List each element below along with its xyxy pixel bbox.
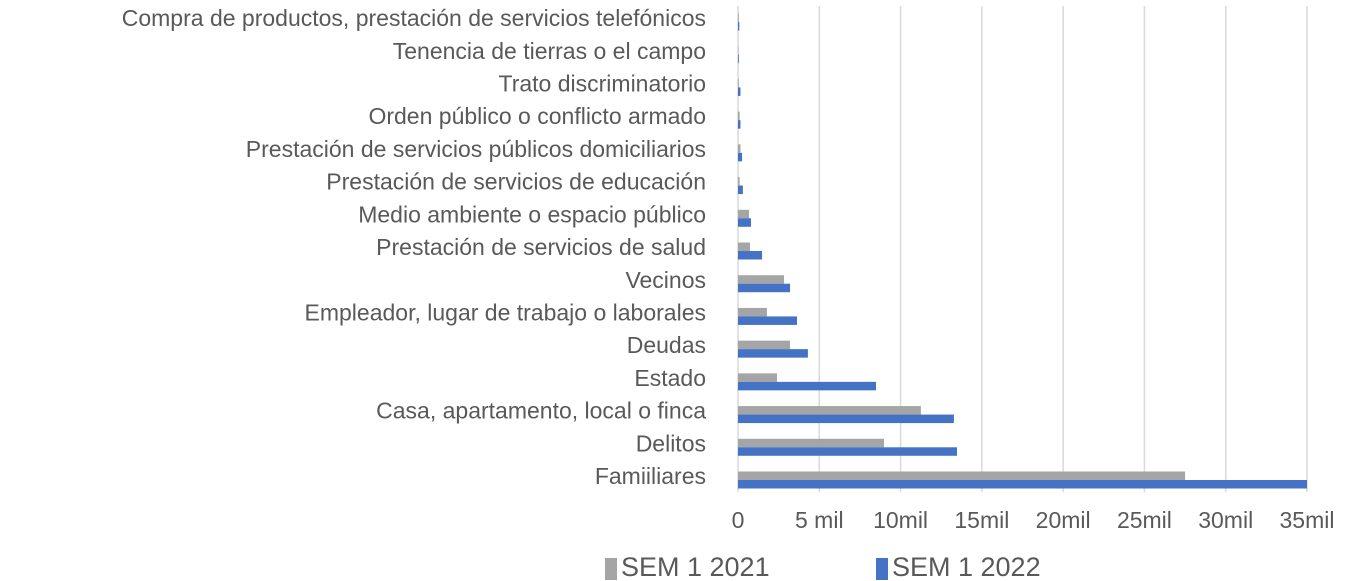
x-tick-label: 10mil xyxy=(873,507,928,533)
category-label: Trato discriminatorio xyxy=(499,71,706,97)
bar xyxy=(738,471,1186,480)
category-label: Vecinos xyxy=(625,267,706,293)
x-tick-label: 35mil xyxy=(1280,507,1335,533)
bar xyxy=(738,275,785,284)
bar xyxy=(738,185,743,195)
bar xyxy=(738,152,743,162)
bar xyxy=(738,406,921,415)
bar xyxy=(738,22,740,31)
x-tick-label: 25mil xyxy=(1117,507,1172,533)
bar xyxy=(738,438,884,448)
category-label: Delitos xyxy=(636,430,706,456)
bar xyxy=(738,307,767,317)
category-label: Compra de productos, prestación de servi… xyxy=(122,5,706,31)
legend-swatch xyxy=(605,558,617,580)
bar xyxy=(738,218,752,227)
category-label: Orden público o conflicto armado xyxy=(368,103,706,129)
bar xyxy=(738,111,740,121)
legend-label: SEM 1 2022 xyxy=(892,552,1041,581)
x-tick-label: 5 mil xyxy=(795,507,844,533)
bar xyxy=(738,381,877,391)
category-label: Prestación de servicios públicos domicil… xyxy=(246,136,706,162)
category-label: Famiiliares xyxy=(595,463,706,489)
bar xyxy=(738,209,750,219)
bar xyxy=(738,340,791,350)
bar xyxy=(738,251,763,260)
bar xyxy=(738,447,957,456)
bar xyxy=(738,373,778,382)
category-label: Tenencia de tierras o el campo xyxy=(393,38,706,64)
bar xyxy=(738,144,741,153)
bar xyxy=(738,316,798,325)
legend-label: SEM 1 2021 xyxy=(621,552,770,581)
bar xyxy=(738,242,751,251)
bar xyxy=(738,283,791,293)
bar xyxy=(738,87,741,96)
bar xyxy=(738,120,741,129)
category-label: Prestación de servicios de educación xyxy=(326,169,706,195)
bar xyxy=(738,414,954,424)
category-label: Estado xyxy=(634,365,706,391)
bar xyxy=(738,13,739,22)
bar xyxy=(738,177,740,186)
x-tick-label: 15mil xyxy=(954,507,1009,533)
bar xyxy=(738,54,739,64)
bar xyxy=(738,480,1307,489)
x-tick-label: 0 xyxy=(732,507,745,533)
category-label: Casa, apartamento, local o finca xyxy=(376,398,706,424)
x-tick-label: 20mil xyxy=(1036,507,1091,533)
legend-swatch xyxy=(876,558,888,580)
category-label: Medio ambiente o espacio público xyxy=(358,201,706,227)
category-label: Deudas xyxy=(627,332,706,358)
bar xyxy=(738,349,808,358)
x-tick-label: 30mil xyxy=(1198,507,1253,533)
bar xyxy=(738,78,739,88)
category-label: Empleador, lugar de trabajo o laborales xyxy=(305,300,706,326)
category-label: Prestación de servicios de salud xyxy=(376,234,706,260)
